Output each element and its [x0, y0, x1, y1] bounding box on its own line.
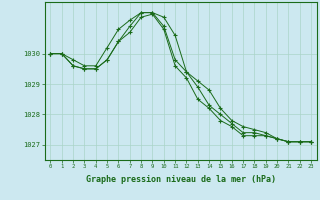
X-axis label: Graphe pression niveau de la mer (hPa): Graphe pression niveau de la mer (hPa) — [86, 175, 276, 184]
